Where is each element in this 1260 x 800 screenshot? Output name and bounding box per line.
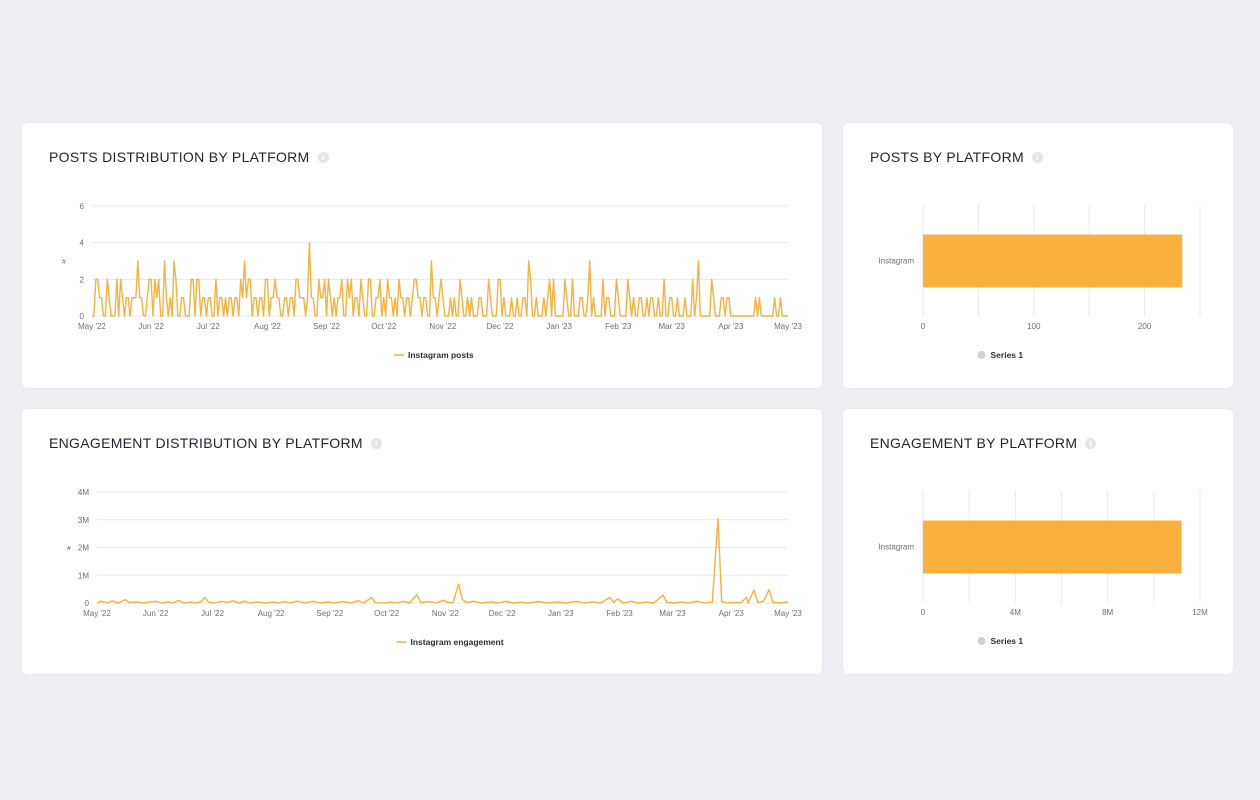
- engagement-by-platform-card: ENGAGEMENT BY PLATFORM i 0 4M 8M 12M Instagr…: [843, 409, 1233, 674]
- x-tick-label: May '23: [774, 322, 802, 331]
- x-tick-label: Jul '22: [201, 609, 224, 618]
- legend-label[interactable]: Instagram engagement: [411, 637, 504, 647]
- x-tick-label: Dec '22: [487, 322, 514, 331]
- posts-distribution-card: POSTS DISTRIBUTION BY PLATFORM i 0 2 4 6 # Ma…: [22, 123, 822, 388]
- x-tick-label: Feb '23: [606, 609, 633, 618]
- y-tick-label: 0: [80, 312, 85, 321]
- info-icon[interactable]: i: [1085, 437, 1097, 449]
- posts-distribution-title: POSTS DISTRIBUTION BY PLATFORM: [49, 149, 310, 165]
- x-tick-label: 12M: [1192, 608, 1208, 617]
- x-tick-label: Dec '22: [489, 609, 516, 618]
- legend-item: Instagram posts: [394, 350, 474, 360]
- x-tick-label: Nov '22: [432, 609, 459, 618]
- y-tick-label: 2: [80, 275, 85, 284]
- engagement-distribution-title: ENGAGEMENT DISTRIBUTION BY PLATFORM: [49, 435, 363, 451]
- bar: [923, 234, 1183, 288]
- x-tick-label: Sep '22: [316, 609, 343, 618]
- x-tick-label: Aug '22: [258, 609, 285, 618]
- y-tick-label: 2M: [78, 544, 89, 553]
- x-tick-label: Mar '23: [658, 322, 685, 331]
- x-tick-label: 4M: [1010, 608, 1021, 617]
- posts-by-platform-chart: 0 100 200 Instagram Series 1: [878, 205, 1201, 360]
- x-tick-label: 200: [1138, 322, 1152, 331]
- engagement-by-platform-chart: 0 4M 8M 12M Instagram Series 1: [878, 491, 1208, 646]
- y-tick-label: 1M: [78, 571, 89, 580]
- legend-label[interactable]: Series 1: [991, 350, 1024, 360]
- x-tick-label: 100: [1027, 322, 1041, 331]
- legend-label[interactable]: Instagram posts: [408, 350, 474, 360]
- x-tick-label: May '23: [774, 609, 802, 618]
- series-line: [96, 517, 789, 604]
- engagement-distribution-chart: 0 1M 2M 3M 4M # May '22 Jun '22 Jul '22 Aug '22 Se…: [67, 488, 802, 647]
- legend-swatch: [977, 351, 986, 359]
- card-title: POSTS DISTRIBUTION BY PLATFORM i: [49, 149, 329, 165]
- x-tick-label: Mar '23: [659, 609, 686, 618]
- card-title: POSTS BY PLATFORM i: [870, 149, 1043, 165]
- x-tick-label: Apr '23: [718, 322, 744, 331]
- posts-by-platform-title: POSTS BY PLATFORM: [870, 149, 1024, 165]
- x-tick-label: 0: [921, 322, 926, 331]
- legend-item: Series 1: [977, 636, 1024, 646]
- category-label: Instagram: [878, 543, 914, 552]
- y-tick-label: 6: [80, 202, 85, 211]
- card-title: ENGAGEMENT DISTRIBUTION BY PLATFORM i: [49, 435, 382, 451]
- bar: [923, 520, 1182, 574]
- engagement-distribution-card: ENGAGEMENT DISTRIBUTION BY PLATFORM i 0 1…: [22, 409, 822, 674]
- series-line: [92, 241, 788, 317]
- x-tick-label: May '22: [83, 609, 111, 618]
- info-icon[interactable]: i: [317, 151, 329, 163]
- x-tick-label: Feb '23: [605, 322, 632, 331]
- y-tick-label: 0: [85, 599, 90, 608]
- x-tick-label: May '22: [78, 322, 106, 331]
- posts-by-platform-card: POSTS BY PLATFORM i 0 100 200 Instagram Seri…: [843, 123, 1233, 388]
- y-tick-label: 4M: [78, 488, 89, 497]
- x-tick-label: 8M: [1102, 608, 1113, 617]
- y-tick-label: 3M: [78, 516, 89, 525]
- legend-item: Instagram engagement: [396, 637, 504, 647]
- card-title: ENGAGEMENT BY PLATFORM i: [870, 435, 1097, 451]
- y-axis-label: #: [62, 259, 66, 266]
- x-tick-label: Nov '22: [429, 322, 456, 331]
- x-tick-label: Jul '22: [197, 322, 220, 331]
- y-tick-label: 4: [80, 239, 85, 248]
- x-tick-label: Jun '22: [138, 322, 164, 331]
- posts-distribution-chart: 0 2 4 6 # May '22 Jun '22 Jul '22 Aug '22 Sep '22…: [62, 202, 802, 360]
- engagement-by-platform-title: ENGAGEMENT BY PLATFORM: [870, 435, 1078, 451]
- legend-item: Series 1: [977, 350, 1024, 360]
- x-tick-label: Apr '23: [719, 609, 745, 618]
- x-tick-label: Sep '22: [313, 322, 340, 331]
- x-tick-label: 0: [921, 608, 926, 617]
- x-tick-label: Oct '22: [374, 609, 400, 618]
- x-tick-label: Oct '22: [371, 322, 397, 331]
- x-tick-label: Jan '23: [548, 609, 574, 618]
- x-tick-label: Jun '22: [143, 609, 169, 618]
- legend-swatch: [977, 637, 986, 645]
- legend-label[interactable]: Series 1: [991, 636, 1024, 646]
- x-tick-label: Jan '23: [546, 322, 572, 331]
- info-icon[interactable]: i: [370, 437, 382, 449]
- x-tick-label: Aug '22: [254, 322, 281, 331]
- category-label: Instagram: [878, 257, 914, 266]
- info-icon[interactable]: i: [1031, 151, 1043, 163]
- y-axis-label: #: [67, 546, 71, 553]
